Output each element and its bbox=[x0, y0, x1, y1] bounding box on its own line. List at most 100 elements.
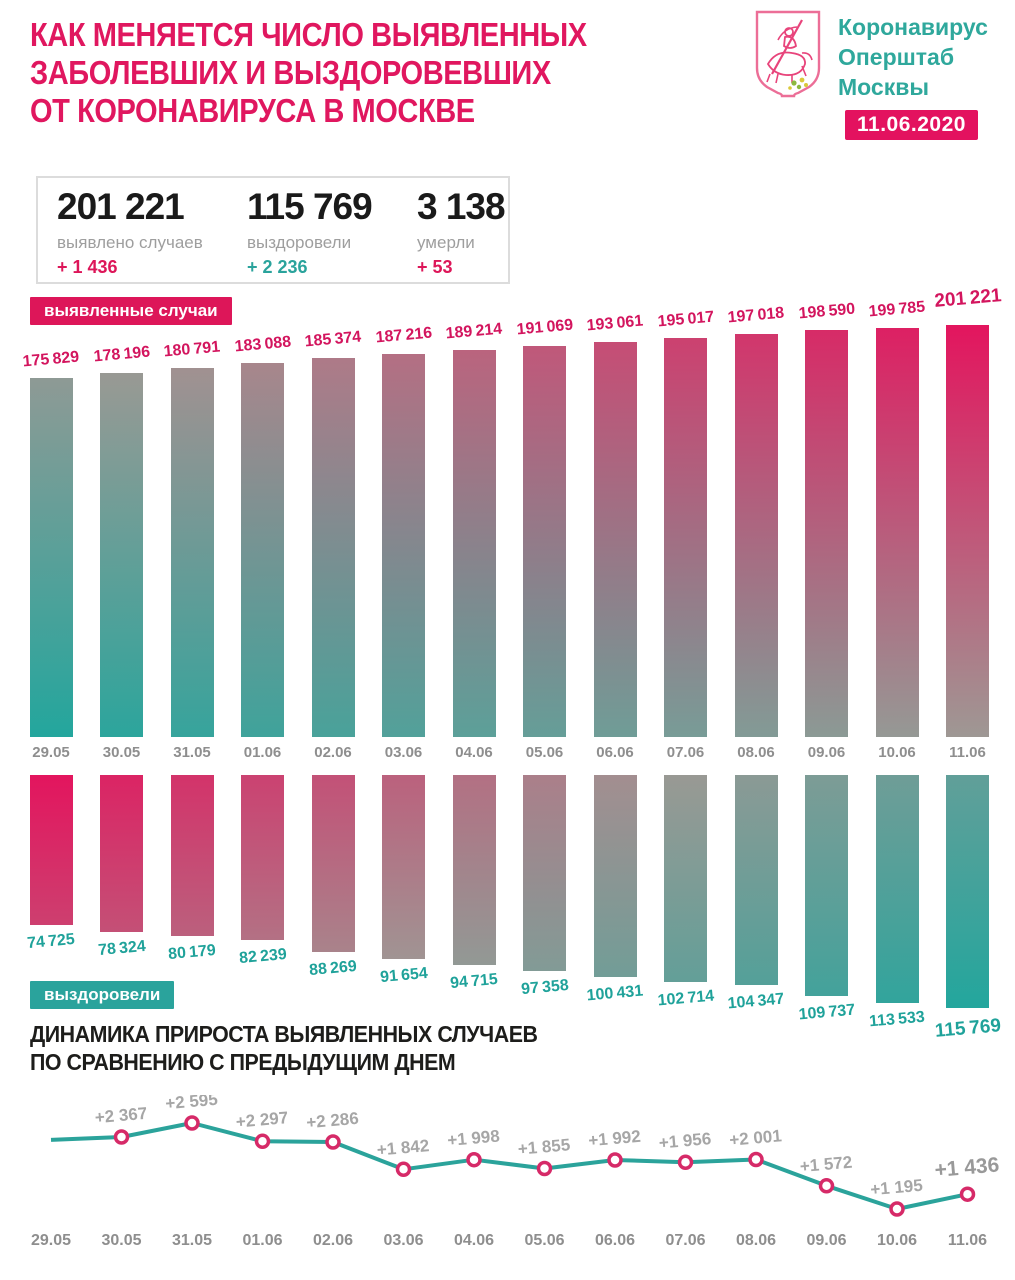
date-label: 04.06 bbox=[455, 744, 493, 761]
stat-value: 115 769 bbox=[247, 186, 373, 227]
date-label: 07.06 bbox=[665, 1232, 706, 1249]
data-point-dot bbox=[466, 1151, 482, 1168]
bar bbox=[593, 775, 637, 977]
date-label: 01.06 bbox=[243, 744, 282, 761]
bar bbox=[734, 333, 778, 737]
stat-delta: + 2 236 bbox=[247, 257, 308, 277]
org-name-line: Москвы bbox=[838, 74, 929, 100]
stat-detected: 201 221 выявлено случаев + 1 436 bbox=[57, 186, 203, 278]
point-value-label: +1 436 bbox=[934, 1153, 1001, 1182]
report-date-badge: 11.06.2020 bbox=[845, 110, 978, 140]
org-name-line: Коронавирус bbox=[838, 14, 988, 40]
date-label: 01.06 bbox=[242, 1232, 283, 1249]
bar bbox=[382, 775, 425, 960]
point-value-label: +1 572 bbox=[799, 1153, 853, 1177]
page-title-line: КАК МЕНЯЕТСЯ ЧИСЛО ВЫЯВЛЕННЫХ bbox=[30, 16, 587, 53]
stat-value: 201 221 bbox=[57, 186, 185, 227]
date-label: 11.06 bbox=[949, 744, 986, 761]
stat-delta: + 1 436 bbox=[57, 257, 118, 277]
date-label: 10.06 bbox=[876, 1232, 918, 1249]
daily-increase-title-line: ПО СРАВНЕНИЮ С ПРЕДЫДУЩИМ ДНЕМ bbox=[30, 1049, 456, 1075]
date-label: 30.05 bbox=[102, 744, 141, 761]
bar bbox=[664, 775, 707, 982]
bar bbox=[664, 337, 707, 737]
bar bbox=[311, 775, 355, 953]
bar bbox=[382, 354, 425, 737]
bar bbox=[805, 330, 848, 737]
date-label: 08.06 bbox=[735, 1232, 777, 1249]
stat-recovered: 115 769 выздоровели + 2 236 bbox=[247, 186, 373, 278]
data-point-dot bbox=[959, 1186, 976, 1202]
date-label: 02.06 bbox=[312, 1232, 354, 1249]
date-label: 29.05 bbox=[30, 1232, 72, 1249]
stat-deaths: 3 138 умерли + 53 bbox=[417, 186, 506, 278]
date-label: 06.06 bbox=[594, 1232, 636, 1249]
date-label: 03.06 bbox=[383, 1232, 424, 1249]
bar bbox=[100, 775, 143, 933]
point-value-label: +2 595 bbox=[165, 1095, 219, 1113]
date-label: 11.06 bbox=[947, 1232, 988, 1249]
stat-delta: + 53 bbox=[417, 257, 453, 277]
point-value-label: +1 855 bbox=[517, 1135, 571, 1159]
bar bbox=[170, 367, 214, 737]
bar bbox=[452, 775, 496, 966]
data-point-dot bbox=[325, 1134, 341, 1150]
line-path bbox=[50, 1121, 968, 1211]
data-point-dot bbox=[536, 1160, 553, 1177]
data-point-dot bbox=[607, 1152, 623, 1168]
point-value-label: +2 286 bbox=[306, 1109, 360, 1133]
stat-label: выздоровели bbox=[247, 233, 352, 252]
page-title-line: ОТ КОРОНАВИРУСА В МОСКВЕ bbox=[30, 92, 475, 129]
stat-label: выявлено случаев bbox=[57, 233, 203, 252]
point-value-label: +1 842 bbox=[376, 1136, 430, 1160]
stat-label: умерли bbox=[417, 233, 475, 252]
bar bbox=[452, 350, 496, 737]
bar bbox=[29, 378, 73, 737]
date-label: 31.05 bbox=[173, 744, 211, 761]
bar bbox=[100, 373, 143, 737]
point-value-label: +1 195 bbox=[870, 1176, 924, 1200]
bar bbox=[29, 775, 73, 925]
bar bbox=[946, 325, 989, 737]
bar bbox=[311, 358, 355, 737]
bar bbox=[170, 775, 214, 937]
date-label: 09.06 bbox=[807, 744, 846, 761]
date-label: 29.05 bbox=[32, 744, 70, 761]
bar bbox=[875, 775, 919, 1004]
point-value-label: +1 992 bbox=[588, 1127, 642, 1151]
date-label: 30.05 bbox=[101, 1232, 142, 1249]
bar bbox=[805, 775, 848, 996]
daily-increase-title-line: ДИНАМИКА ПРИРОСТА ВЫЯВЛЕННЫХ СЛУЧАЕВ bbox=[30, 1021, 538, 1047]
page-title: КАК МЕНЯЕТСЯ ЧИСЛО ВЫЯВЛЕННЫХ ЗАБОЛЕВШИХ… bbox=[30, 16, 587, 130]
bar bbox=[523, 775, 566, 971]
date-label: 04.06 bbox=[453, 1232, 495, 1249]
date-label: 05.06 bbox=[525, 744, 564, 761]
bar bbox=[946, 775, 989, 1008]
bar bbox=[241, 775, 284, 941]
date-label: 03.06 bbox=[384, 744, 423, 761]
date-label: 02.06 bbox=[314, 744, 352, 761]
data-point-dot bbox=[818, 1178, 835, 1194]
date-label: 31.05 bbox=[171, 1232, 213, 1249]
data-point-dot bbox=[184, 1115, 200, 1131]
page-title-line: ЗАБОЛЕВШИХ И ВЫЗДОРОВЕВШИХ bbox=[30, 54, 551, 91]
moscow-coat-of-arms-icon bbox=[755, 10, 821, 98]
date-label: 07.06 bbox=[666, 744, 705, 761]
recovered-badge: выздоровели bbox=[30, 981, 175, 1009]
detected-cases-badge: выявленные случаи bbox=[30, 297, 232, 325]
daily-increase-title: ДИНАМИКА ПРИРОСТА ВЫЯВЛЕННЫХ СЛУЧАЕВ ПО … bbox=[30, 1020, 538, 1076]
bar bbox=[241, 362, 284, 737]
date-label: 09.06 bbox=[806, 1232, 847, 1249]
bar bbox=[875, 327, 919, 737]
date-label: 10.06 bbox=[878, 744, 916, 761]
point-value-label: +1 956 bbox=[658, 1129, 712, 1153]
data-point-dot bbox=[254, 1133, 271, 1150]
bar bbox=[523, 346, 566, 737]
org-name: Коронавирус Оперштаб Москвы bbox=[838, 12, 988, 102]
data-point-dot bbox=[889, 1201, 905, 1217]
